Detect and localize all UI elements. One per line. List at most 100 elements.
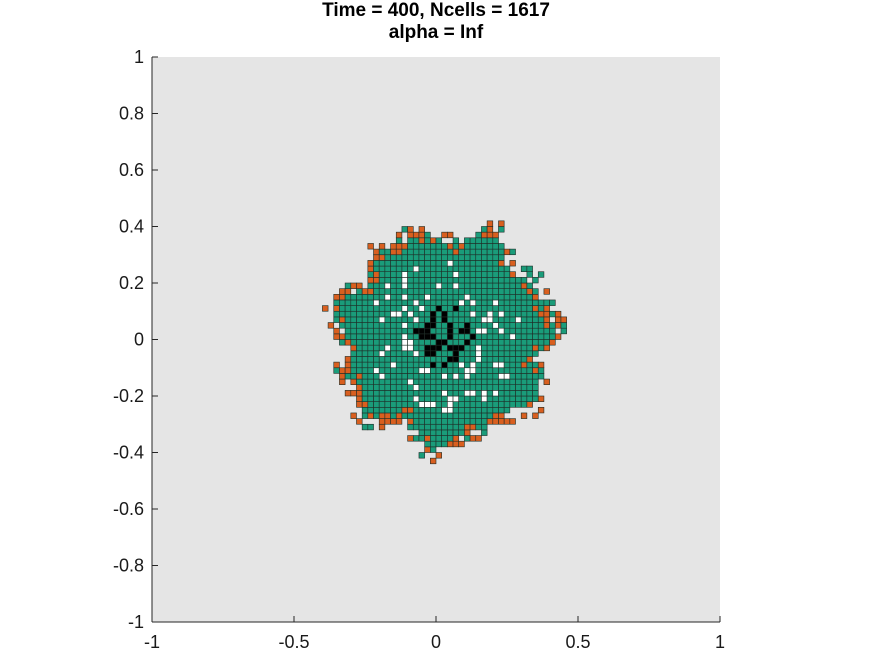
cell bbox=[492, 412, 499, 419]
cell bbox=[441, 429, 448, 436]
cell bbox=[430, 457, 437, 465]
cell bbox=[373, 316, 380, 323]
cell bbox=[509, 378, 516, 385]
cell bbox=[401, 293, 408, 301]
cell bbox=[412, 248, 420, 256]
cell bbox=[356, 373, 363, 380]
cell bbox=[339, 288, 346, 295]
cell bbox=[464, 248, 471, 256]
cell bbox=[447, 390, 454, 397]
cell bbox=[447, 316, 454, 323]
cell bbox=[430, 446, 437, 453]
cell bbox=[532, 293, 539, 301]
cell bbox=[469, 344, 477, 352]
cell bbox=[492, 339, 499, 346]
cell bbox=[447, 395, 454, 402]
cell bbox=[498, 373, 505, 380]
cell bbox=[395, 310, 403, 318]
cell bbox=[407, 367, 414, 374]
cell bbox=[435, 406, 442, 414]
cell bbox=[395, 254, 403, 261]
cell bbox=[418, 243, 425, 250]
cell bbox=[407, 260, 414, 267]
cell bbox=[532, 344, 539, 352]
cell bbox=[418, 237, 425, 244]
cell bbox=[509, 344, 516, 352]
cell bbox=[526, 395, 533, 402]
cell bbox=[498, 220, 505, 227]
cell bbox=[464, 254, 471, 261]
cell bbox=[378, 254, 386, 261]
cell bbox=[333, 361, 340, 369]
cell bbox=[384, 288, 391, 295]
cell bbox=[333, 310, 340, 318]
cell bbox=[367, 271, 374, 278]
cell bbox=[486, 237, 494, 244]
cell bbox=[361, 378, 369, 385]
cell bbox=[481, 350, 488, 357]
cell bbox=[486, 373, 494, 380]
cell bbox=[350, 356, 357, 363]
cell bbox=[498, 226, 505, 233]
cell bbox=[384, 310, 391, 318]
cell bbox=[424, 260, 431, 267]
cell bbox=[537, 327, 545, 335]
cell bbox=[430, 367, 437, 374]
cell bbox=[435, 452, 442, 459]
cell bbox=[430, 322, 437, 329]
cell bbox=[384, 373, 391, 380]
cell bbox=[452, 260, 460, 267]
cell bbox=[481, 384, 488, 391]
cell bbox=[475, 243, 482, 250]
cell bbox=[549, 327, 556, 335]
cell bbox=[492, 254, 499, 261]
cell bbox=[373, 248, 380, 256]
cell bbox=[356, 418, 363, 425]
cell bbox=[543, 310, 550, 318]
cell bbox=[367, 310, 374, 318]
cell bbox=[452, 350, 460, 357]
cell bbox=[543, 299, 550, 306]
cell bbox=[395, 384, 403, 391]
cell bbox=[395, 390, 403, 397]
cell bbox=[407, 282, 414, 289]
cell bbox=[481, 282, 488, 289]
cell bbox=[492, 367, 499, 374]
cell bbox=[469, 339, 477, 346]
cell bbox=[378, 412, 386, 419]
cell bbox=[492, 406, 499, 414]
cell bbox=[361, 367, 369, 374]
cell bbox=[435, 293, 442, 301]
cell bbox=[435, 429, 442, 436]
cell bbox=[356, 293, 363, 301]
cell bbox=[481, 356, 488, 363]
cell bbox=[356, 339, 363, 346]
cell bbox=[464, 293, 471, 301]
cell bbox=[430, 423, 437, 431]
cell bbox=[526, 401, 533, 408]
cell bbox=[515, 361, 522, 369]
cell bbox=[475, 254, 482, 261]
cell bbox=[464, 299, 471, 306]
cell bbox=[515, 282, 522, 289]
cell bbox=[395, 260, 403, 267]
cell bbox=[526, 384, 533, 391]
cell bbox=[407, 401, 414, 408]
cell bbox=[543, 327, 550, 335]
cell bbox=[373, 271, 380, 278]
cell bbox=[424, 339, 431, 346]
cell bbox=[361, 401, 369, 408]
cell bbox=[424, 429, 431, 436]
cell bbox=[441, 367, 448, 374]
cell bbox=[549, 333, 556, 340]
cell bbox=[367, 412, 374, 419]
cell bbox=[356, 384, 363, 391]
cell bbox=[373, 305, 380, 312]
cell bbox=[537, 310, 545, 318]
cell bbox=[447, 248, 454, 256]
cell bbox=[418, 395, 425, 402]
cell bbox=[481, 305, 488, 312]
cell bbox=[430, 412, 437, 419]
cell bbox=[509, 333, 516, 340]
